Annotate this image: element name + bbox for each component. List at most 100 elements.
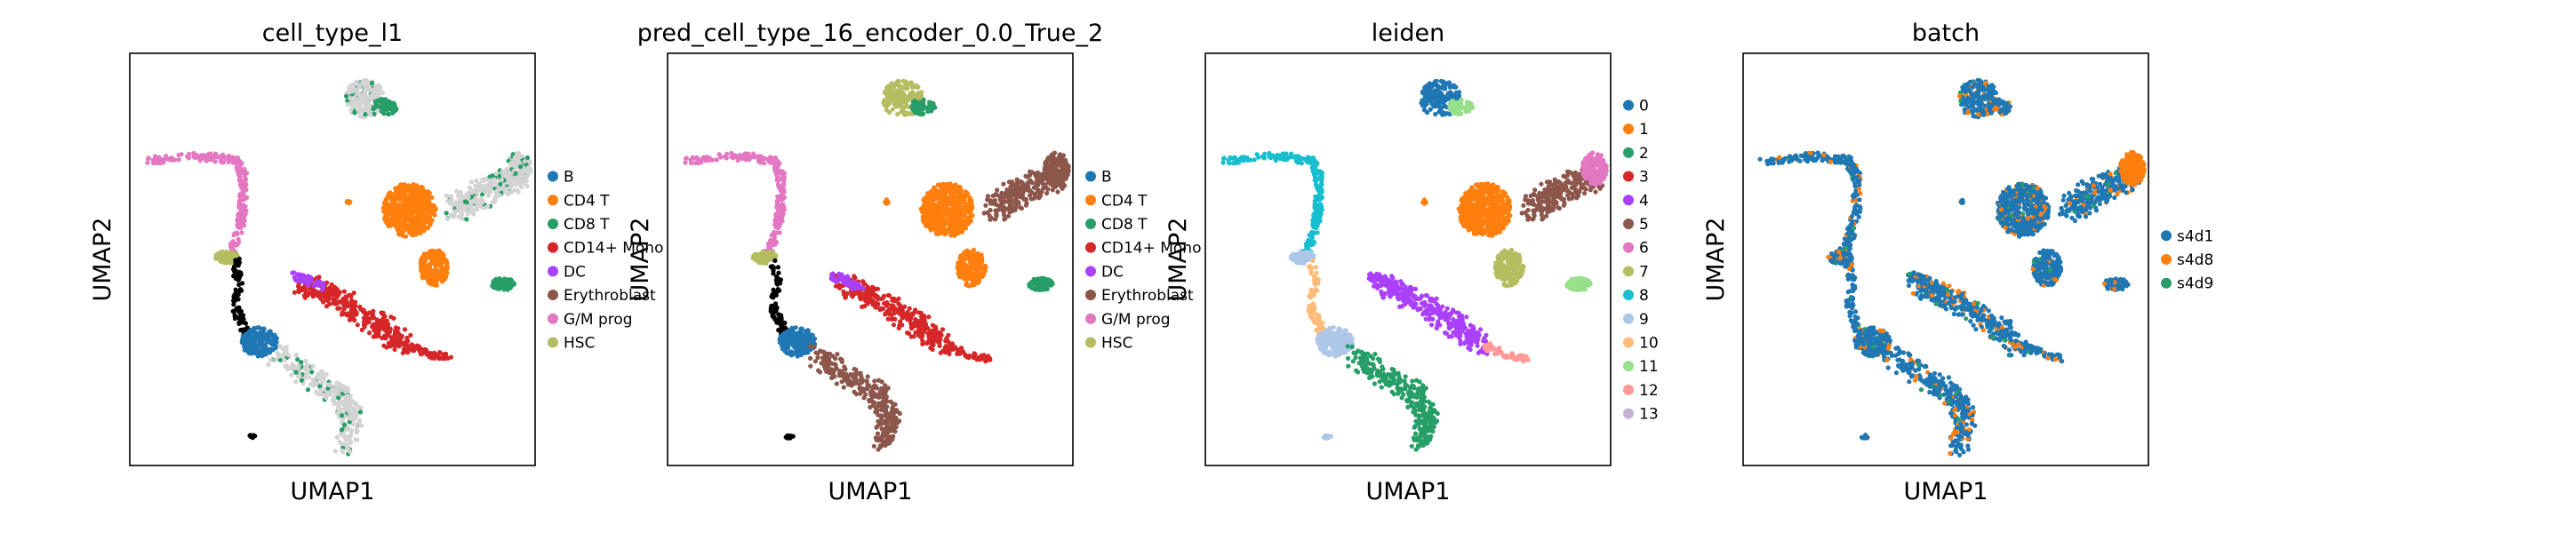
- scatter-point: [505, 191, 511, 196]
- scatter-point: [464, 200, 469, 205]
- scatter-point: [868, 404, 873, 410]
- scatter-point: [290, 362, 295, 367]
- scatter-point: [342, 441, 348, 446]
- scatter-point: [239, 230, 244, 235]
- scatter-point: [154, 157, 160, 163]
- scatter-point: [779, 171, 784, 176]
- scatter-point: [768, 239, 773, 244]
- scatter-point: [295, 374, 301, 379]
- scatter-point: [517, 171, 524, 176]
- legend-label: DC: [564, 263, 586, 281]
- scatter-point: [974, 280, 980, 286]
- scatter-point: [779, 316, 784, 322]
- scatter-point: [975, 269, 980, 274]
- scatter-point: [842, 366, 848, 371]
- scatter-point: [382, 102, 388, 107]
- scatter-point: [871, 394, 876, 399]
- scatter-point: [927, 105, 932, 110]
- scatter-point: [404, 184, 410, 189]
- scatter-point: [780, 332, 786, 338]
- scatter-point: [857, 381, 862, 386]
- scatter-point: [829, 367, 835, 372]
- scatter-point: [380, 335, 385, 341]
- scatter-point: [456, 206, 461, 211]
- scatter-point: [330, 386, 335, 393]
- scatter-point: [378, 97, 383, 102]
- scatter-point: [417, 222, 422, 227]
- scatter-point: [406, 223, 412, 228]
- scatter-point: [918, 112, 924, 117]
- scatter-point: [735, 156, 740, 162]
- scatter-point: [784, 329, 789, 334]
- scatter-point: [420, 272, 426, 278]
- scatter-point: [437, 350, 443, 355]
- scatter-point: [334, 434, 340, 440]
- scatter-point: [236, 275, 242, 281]
- scatter-point: [716, 152, 722, 157]
- scatter-point: [913, 99, 918, 105]
- scatter-point: [327, 292, 332, 298]
- scatter-point: [145, 160, 150, 165]
- scatter-point: [397, 232, 403, 237]
- legend-marker: [548, 171, 558, 182]
- scatter-point: [341, 289, 347, 294]
- scatter-point: [906, 111, 911, 116]
- scatter-point: [824, 351, 829, 356]
- scatter-point: [371, 322, 376, 327]
- scatter-point: [218, 259, 223, 264]
- scatter-point: [243, 187, 248, 193]
- scatter-point: [237, 163, 243, 169]
- scatter-point: [236, 282, 242, 288]
- scatter-point: [433, 280, 438, 285]
- scatter-point: [237, 171, 243, 177]
- scatter-point: [780, 187, 786, 193]
- scatter-point: [786, 345, 791, 351]
- scatter-point: [897, 410, 902, 417]
- scatter-point: [884, 425, 890, 431]
- scatter-point: [996, 207, 1002, 212]
- scatter-point: [798, 326, 804, 331]
- scatter-point: [449, 197, 454, 203]
- scatter-point: [852, 366, 857, 372]
- scatter-point: [426, 190, 431, 195]
- scatter-point: [524, 155, 531, 161]
- scatter-point: [500, 169, 505, 174]
- scatter-point: [892, 429, 898, 434]
- scatter-point: [892, 402, 898, 407]
- scatter-point: [369, 311, 374, 316]
- scatter-point: [331, 300, 336, 306]
- scatter-point: [778, 327, 783, 332]
- scatter-point: [877, 422, 883, 427]
- scatter-point: [864, 378, 869, 384]
- scatter-point: [960, 197, 965, 203]
- scatter-point: [956, 188, 962, 194]
- scatter-point: [236, 309, 242, 314]
- scatter-point: [426, 199, 432, 204]
- scatter-point: [169, 157, 175, 163]
- scatter-point: [776, 184, 781, 189]
- scatter-point: [279, 353, 285, 358]
- scatter-point: [352, 98, 357, 103]
- scatter-point: [707, 157, 713, 163]
- scatter-point: [434, 354, 439, 360]
- scatter-point: [947, 198, 952, 203]
- scatter-point: [239, 195, 244, 201]
- scatter-point: [248, 329, 253, 335]
- scatter-point: [758, 253, 764, 259]
- scatter-point: [232, 315, 237, 322]
- scatter-point: [830, 354, 836, 359]
- scatter-point: [937, 203, 942, 208]
- scatter-point: [508, 171, 513, 176]
- scatter-point: [925, 108, 931, 115]
- scatter-point: [372, 93, 379, 99]
- scatter-point: [938, 195, 944, 200]
- scatter-point: [235, 222, 240, 227]
- scatter-point: [480, 198, 485, 203]
- scatter-point: [226, 159, 231, 164]
- scatter-point: [946, 207, 951, 212]
- scatter-point: [304, 375, 309, 380]
- scatter-point: [456, 200, 461, 205]
- scatter-point: [402, 347, 407, 353]
- scatter-point: [242, 174, 247, 179]
